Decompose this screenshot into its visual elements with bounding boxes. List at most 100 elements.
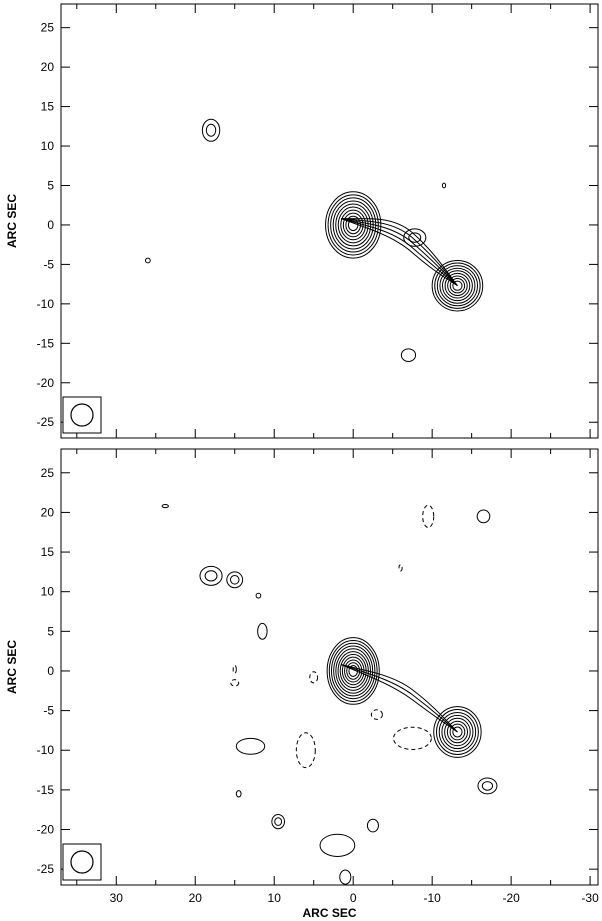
x-tick-label: -20	[502, 891, 520, 905]
contour-level	[447, 275, 468, 296]
contour-level	[339, 653, 367, 689]
contour-level	[449, 278, 466, 294]
contour-level	[400, 348, 417, 362]
negative-contours	[422, 504, 435, 528]
contour-level	[199, 565, 223, 586]
blob-contours	[257, 622, 268, 640]
contour-level	[434, 262, 481, 309]
y-tick-label: 15	[41, 545, 55, 559]
noise-contours	[144, 257, 151, 264]
contour-level	[476, 509, 491, 524]
jet-contour	[341, 664, 458, 733]
contour-level	[452, 280, 463, 291]
contour-level	[438, 711, 477, 753]
contour-level	[257, 622, 268, 640]
contour-level	[274, 817, 283, 826]
negative-contour	[392, 726, 432, 750]
y-tick-label: -10	[37, 743, 55, 757]
beam-ellipse	[70, 403, 94, 427]
blob-contours	[476, 509, 491, 524]
contour-level	[229, 575, 240, 585]
y-tick-label: 0	[47, 218, 54, 232]
core-contours	[325, 191, 382, 259]
contour-level	[449, 723, 466, 741]
negative-contour	[295, 732, 316, 769]
negative-contour	[309, 671, 319, 684]
y-tick-label: -10	[37, 297, 55, 311]
contour-level	[204, 570, 218, 582]
contour-level	[330, 197, 377, 253]
negative-contours	[398, 564, 403, 572]
y-tick-label: -15	[37, 783, 55, 797]
contour-level	[325, 191, 382, 259]
contour-level	[335, 648, 372, 694]
negative-contours	[295, 732, 316, 769]
beam-box	[62, 396, 102, 434]
contour-level	[441, 714, 474, 750]
y-tick-label: 0	[47, 664, 54, 678]
contour-level	[452, 726, 463, 738]
blob-contours	[255, 592, 262, 599]
contour-level	[342, 212, 364, 238]
contour-level	[444, 717, 471, 747]
blob-contours	[235, 737, 266, 755]
y-tick-label: -20	[37, 823, 55, 837]
jet-contour	[341, 218, 458, 287]
contour-level	[340, 209, 367, 241]
x-tick-label: 30	[110, 891, 124, 905]
blob-contours	[319, 833, 356, 857]
contour-level	[226, 571, 244, 589]
contour-level	[446, 720, 469, 744]
negative-contours	[232, 664, 237, 674]
contour-level	[441, 270, 473, 302]
contour-level	[337, 651, 369, 691]
plot-frame	[60, 448, 599, 886]
x-tick-label: 20	[189, 891, 203, 905]
contour-level	[332, 200, 374, 250]
negative-contours	[309, 671, 319, 684]
core-contours	[326, 637, 380, 705]
blob-contours	[366, 818, 379, 833]
y-tick-label: 25	[41, 466, 55, 480]
contour-level	[439, 267, 476, 304]
negative-contour	[232, 664, 237, 674]
contour-level	[481, 781, 494, 791]
negative-contours	[370, 709, 383, 720]
negative-contours	[230, 679, 240, 687]
y-tick-label: 5	[47, 178, 54, 192]
contour-level	[431, 259, 484, 312]
contour-level	[201, 118, 221, 142]
contour-level	[347, 218, 359, 232]
contour-level	[255, 592, 262, 599]
x-tick-label: -10	[423, 891, 441, 905]
y-tick-label: 20	[41, 60, 55, 74]
jet-contour	[341, 218, 458, 287]
contour-level	[333, 645, 374, 697]
blob-contours	[339, 869, 352, 885]
x-axis-title: ARC SEC	[302, 906, 356, 920]
blob-contours	[161, 503, 169, 509]
beam-box	[62, 843, 102, 881]
lobe-contours	[226, 571, 244, 589]
contour-level	[444, 272, 471, 299]
y-axis-title: ARC SEC	[5, 640, 19, 694]
contour-level	[435, 709, 479, 755]
contour-level	[337, 206, 369, 244]
bottom-contour-panel: 25 20 15 10 5 0 -5 -10 -15 -20 -25 30 20 10 0 -10 -20 -30…	[5, 448, 599, 920]
contour-level	[235, 737, 266, 755]
negative-contour	[422, 504, 435, 528]
y-axis-title: ARC SEC	[5, 194, 19, 248]
y-tick-label: -20	[37, 376, 55, 390]
contour-level	[403, 228, 427, 247]
x-tick-label: 0	[350, 891, 357, 905]
blob-contours	[271, 813, 285, 830]
y-tick-label: 10	[41, 139, 55, 153]
contour-level	[341, 656, 365, 686]
contour-level	[348, 665, 358, 677]
jet-contour	[341, 664, 458, 733]
contour-level	[319, 833, 356, 857]
beam-ellipse	[70, 850, 94, 874]
x-tick-label: 10	[268, 891, 282, 905]
contour-level	[345, 215, 361, 235]
